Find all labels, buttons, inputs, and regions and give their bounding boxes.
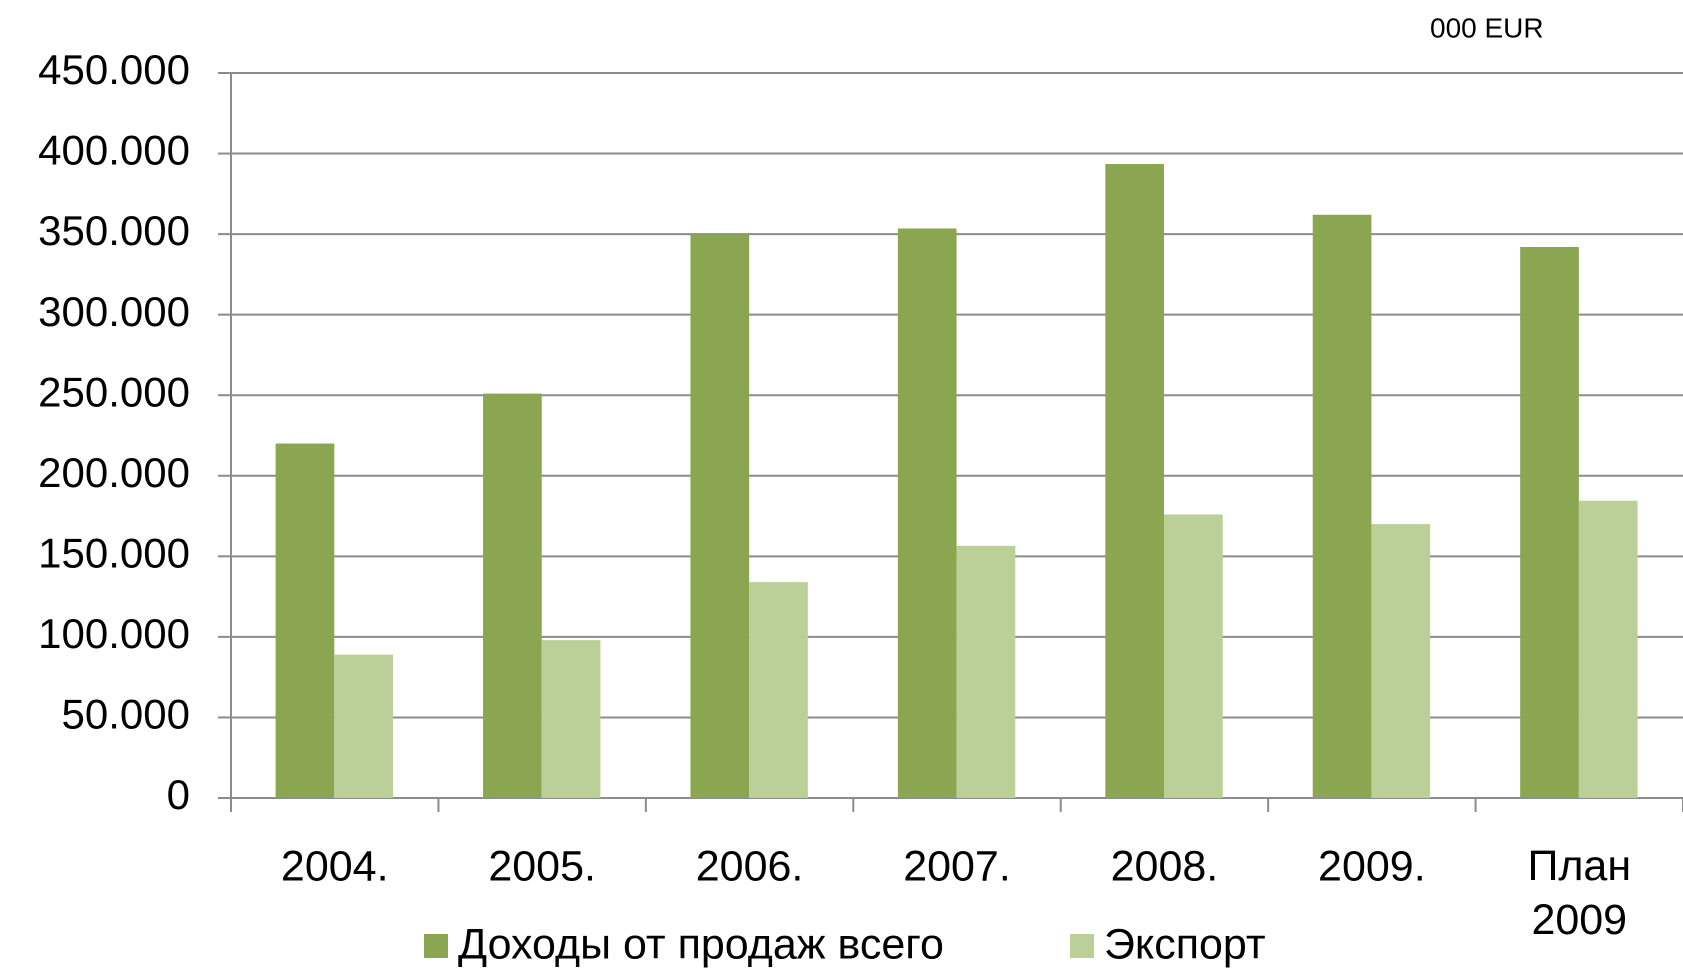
legend-swatch bbox=[424, 934, 448, 958]
unit-annotation: 000 EUR bbox=[1430, 12, 1544, 43]
y-tick-label: 150.000 bbox=[38, 529, 190, 576]
bar bbox=[483, 393, 542, 798]
bar bbox=[956, 545, 1016, 798]
y-tick-label: 200.000 bbox=[38, 449, 190, 496]
bar bbox=[275, 443, 335, 798]
y-tick-label: 400.000 bbox=[38, 127, 190, 174]
bar bbox=[1520, 247, 1579, 798]
y-tick-label: 50.000 bbox=[62, 691, 190, 738]
x-tick-label: 2009. bbox=[1318, 842, 1426, 890]
bar bbox=[334, 654, 394, 798]
legend-swatch bbox=[1070, 934, 1094, 958]
bar bbox=[749, 582, 808, 798]
legend-label: Доходы от продаж всего bbox=[458, 920, 944, 968]
bar bbox=[690, 234, 750, 799]
y-tick-label: 300.000 bbox=[38, 288, 190, 335]
bar bbox=[897, 228, 957, 798]
y-tick-label: 0 bbox=[167, 771, 190, 818]
bar bbox=[541, 640, 601, 798]
bar bbox=[1312, 214, 1372, 798]
x-tick-label: 2008. bbox=[1111, 842, 1219, 890]
bar bbox=[1371, 524, 1431, 798]
x-tick-label: 2005. bbox=[488, 842, 596, 890]
bar bbox=[1105, 164, 1165, 798]
x-tick-label: 2006. bbox=[696, 842, 804, 890]
x-tick-label: План 2009 bbox=[1527, 842, 1631, 944]
y-tick-label: 450.000 bbox=[38, 46, 190, 93]
y-tick-label: 250.000 bbox=[38, 368, 190, 415]
x-tick-label: 2004. bbox=[281, 842, 389, 890]
legend-label: Экспорт bbox=[1104, 920, 1266, 968]
x-tick-label: 2007. bbox=[903, 842, 1011, 890]
y-tick-label: 100.000 bbox=[38, 610, 190, 657]
bar bbox=[1578, 500, 1638, 798]
bar bbox=[1164, 514, 1223, 798]
y-tick-label: 350.000 bbox=[38, 207, 190, 254]
